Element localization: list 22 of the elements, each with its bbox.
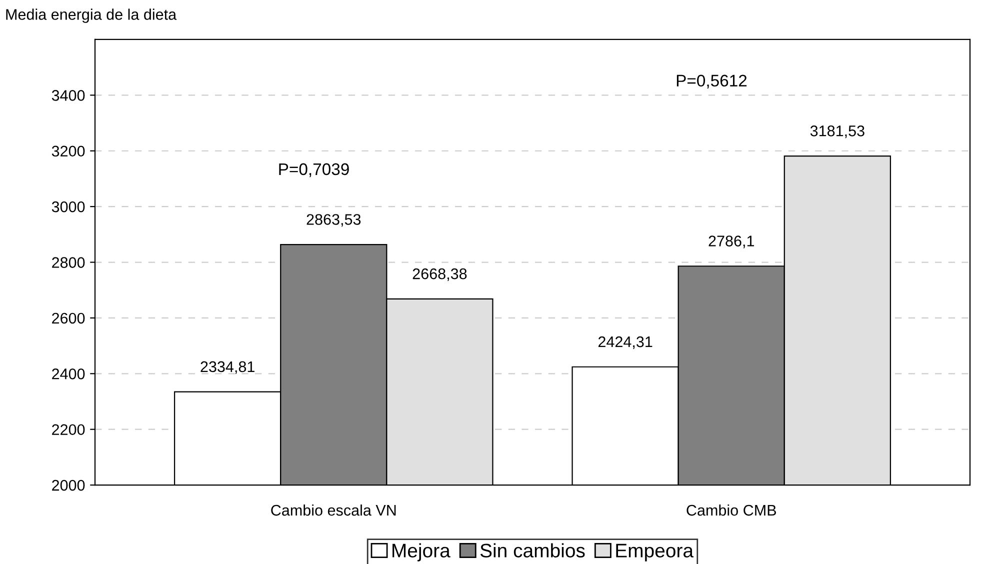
- data-label: 2424,31: [598, 336, 652, 349]
- y-axis-title: Media energia de la dieta: [6, 8, 177, 23]
- legend-label: Mejora: [392, 543, 450, 562]
- data-label: 2334,81: [200, 361, 254, 374]
- x-tick-label: Cambio CMB: [686, 504, 776, 516]
- annotation: P=0,7039: [279, 163, 349, 178]
- data-label: 3181,53: [810, 126, 864, 138]
- y-tick-label: 2200: [52, 424, 85, 436]
- y-tick-label: 3200: [52, 146, 85, 157]
- data-label: 2863,53: [306, 214, 361, 227]
- x-tick-label: Cambio escala VN: [271, 504, 396, 516]
- y-tick-label: 2800: [52, 257, 85, 268]
- y-tick-label: 2600: [52, 312, 85, 324]
- legend-label: Empeora: [616, 544, 694, 562]
- y-tick-label: 3000: [52, 201, 85, 212]
- y-tick-label: 2400: [52, 368, 85, 380]
- y-tick-label: 2000: [52, 480, 85, 491]
- legend-label: Sin cambios: [480, 543, 585, 558]
- data-label: 2786,1: [708, 236, 754, 248]
- annotation: P=0,5612: [676, 74, 747, 89]
- y-tick-label: 3400: [52, 90, 85, 101]
- data-label: 2668,38: [412, 268, 467, 282]
